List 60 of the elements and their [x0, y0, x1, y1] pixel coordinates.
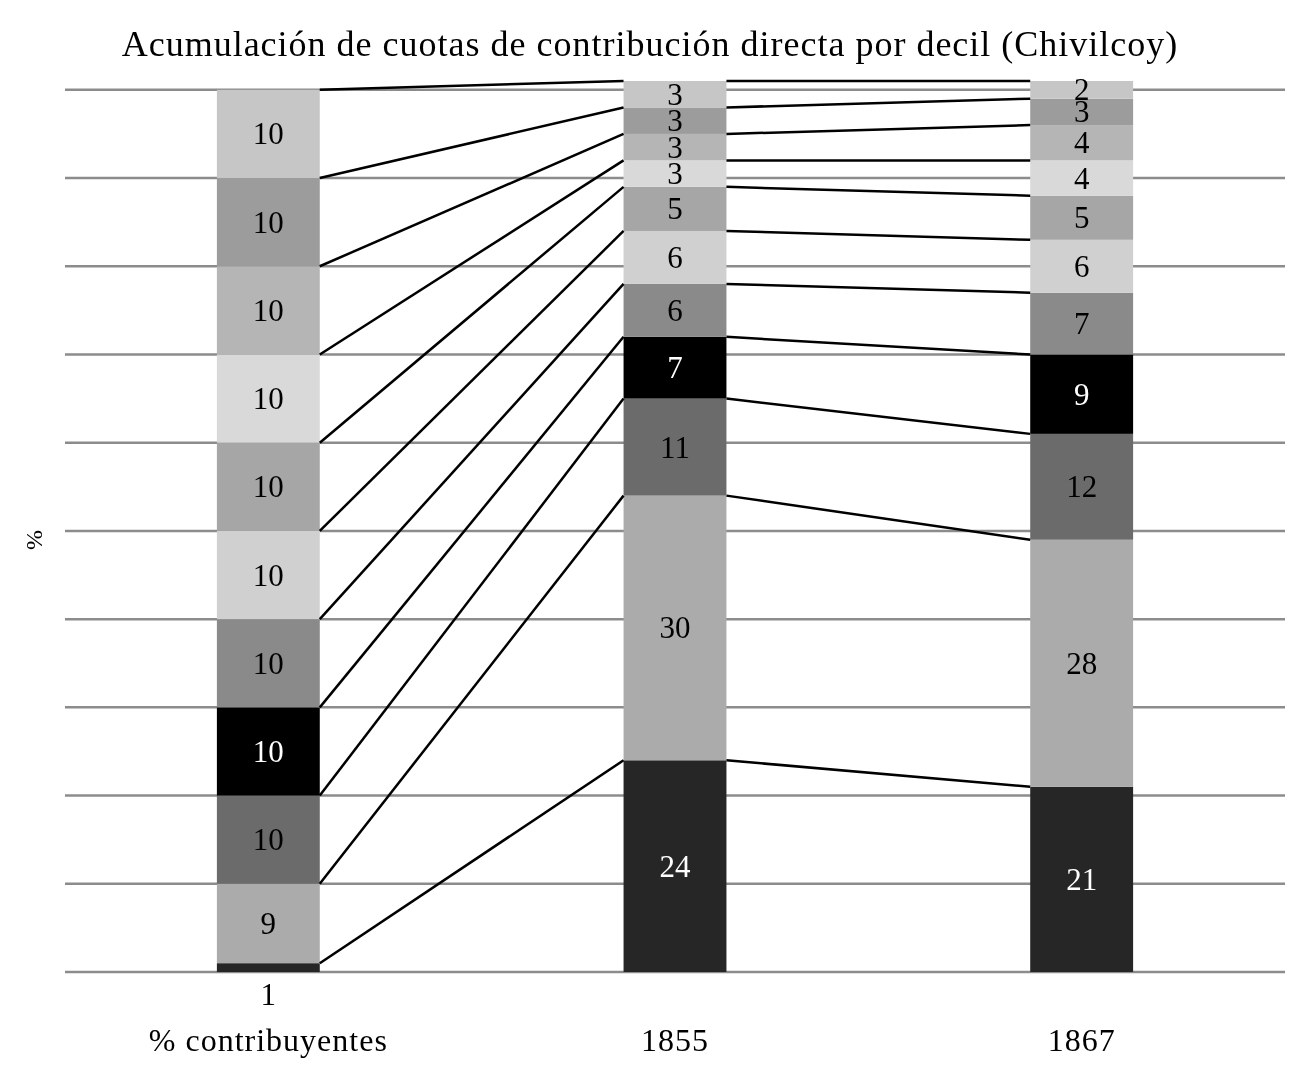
bar: [1030, 786, 1134, 972]
x-tick-label: 1855: [641, 1022, 709, 1058]
data-label: 24: [659, 848, 691, 884]
data-label: 10: [252, 557, 284, 593]
bar: [1030, 239, 1134, 293]
data-label: 6: [1073, 248, 1090, 284]
bar: [1030, 98, 1134, 126]
bar: [623, 186, 727, 231]
bar: [1030, 433, 1134, 540]
data-label: 9: [1073, 376, 1090, 412]
data-label: 10: [252, 822, 284, 858]
data-label: 4: [1073, 160, 1090, 196]
data-label: 10: [252, 204, 284, 240]
data-label: 1: [260, 976, 277, 1012]
data-label: 6: [667, 239, 683, 275]
chart-title: Acumulación de cuotas de contribución directa por decil (Chivilcoy): [121, 24, 1179, 64]
data-label: 9: [260, 905, 277, 941]
bar: [623, 81, 727, 108]
bar: [216, 442, 320, 531]
bar: [216, 354, 320, 443]
data-label: 6: [667, 292, 683, 328]
bar: [623, 398, 727, 496]
data-label: 10: [252, 116, 284, 152]
bar: [1030, 81, 1134, 99]
bar: [623, 133, 727, 161]
x-tick-label: % contribuyentes: [148, 1022, 388, 1058]
bar: [623, 107, 727, 134]
bar: [216, 963, 320, 972]
bar: [216, 883, 320, 964]
data-label: 5: [1073, 200, 1090, 236]
y-axis-title: %: [21, 530, 47, 550]
data-label: 10: [252, 381, 284, 417]
x-tick-label: 1867: [1047, 1022, 1116, 1058]
bar: [216, 178, 320, 267]
data-label: 7: [667, 350, 683, 386]
data-label: 21: [1066, 861, 1098, 897]
bar: [623, 760, 727, 972]
data-label: 4: [1073, 125, 1090, 161]
bar: [623, 160, 727, 187]
data-label: 12: [1066, 469, 1098, 505]
bar: [623, 230, 727, 284]
data-label: 5: [667, 191, 683, 227]
data-label: 30: [659, 610, 691, 646]
bar: [216, 266, 320, 355]
data-label: 10: [252, 469, 284, 505]
bar: [1030, 195, 1134, 240]
bar: [216, 89, 320, 179]
data-label: 10: [252, 733, 284, 769]
data-label: 11: [660, 429, 690, 465]
bar: [623, 283, 727, 337]
bar: [1030, 160, 1134, 196]
data-label: 10: [252, 645, 284, 681]
bar: [216, 530, 320, 620]
data-label: 10: [252, 292, 284, 328]
bar: [216, 795, 320, 884]
bar: [623, 495, 727, 761]
bar: [1030, 539, 1134, 787]
data-label: 7: [1073, 306, 1090, 342]
data-label: 28: [1066, 645, 1098, 681]
bar: [1030, 125, 1134, 161]
